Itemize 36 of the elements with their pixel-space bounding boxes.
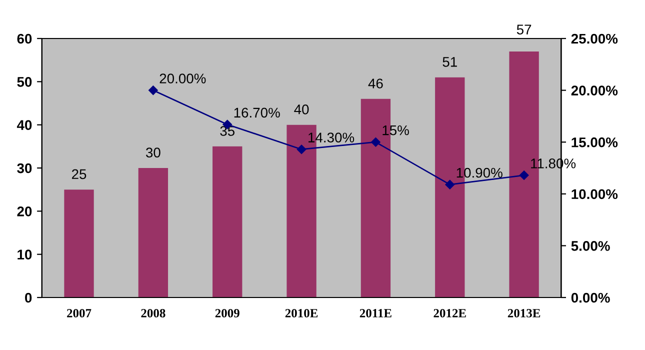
y2-tick-label: 10.00% [572, 189, 618, 200]
y-tick-label: 20 [17, 206, 32, 216]
point [445, 180, 455, 190]
x-tick-label: 2007 [67, 308, 92, 318]
y-tick-label: 0 [25, 292, 32, 303]
x-tick-label: 2012E [434, 308, 466, 318]
point [371, 137, 380, 147]
data-label: 16.70% [234, 108, 280, 118]
data-label: 57 [516, 24, 532, 34]
data-label: 46 [368, 78, 383, 88]
data-label: 51 [442, 57, 457, 67]
bar [212, 146, 242, 298]
y-tick-label: 30 [17, 163, 32, 174]
y-tick-label: 50 [17, 77, 32, 87]
bar [138, 168, 168, 298]
x-tick-label: 2011E [360, 308, 392, 318]
y2-tick-label: 25.00% [571, 34, 618, 44]
y-tick-label: 60 [17, 34, 32, 44]
point [148, 86, 158, 95]
data-label: 40 [294, 104, 309, 114]
y2-tick-label: 0.00% [571, 292, 610, 303]
x-tick-label: 2010E [285, 308, 318, 318]
x-tick-label: 2008 [141, 308, 166, 318]
y-tick-label: 40 [16, 120, 32, 130]
y2-tick-label: 5.00% [571, 241, 610, 251]
x-tick-label: 2009 [215, 308, 240, 318]
y2-tick-label: 15.00% [572, 137, 618, 148]
data-label: 25 [72, 169, 86, 180]
y2-tick-label: 20.00% [571, 86, 618, 96]
point [519, 170, 529, 180]
x-tick-label: 2013E [508, 308, 540, 318]
point [296, 144, 306, 154]
data-label: 20.00% [160, 74, 206, 84]
bar [64, 190, 94, 298]
data-label: 30 [146, 148, 160, 158]
y-tick-label: 10 [18, 250, 32, 260]
